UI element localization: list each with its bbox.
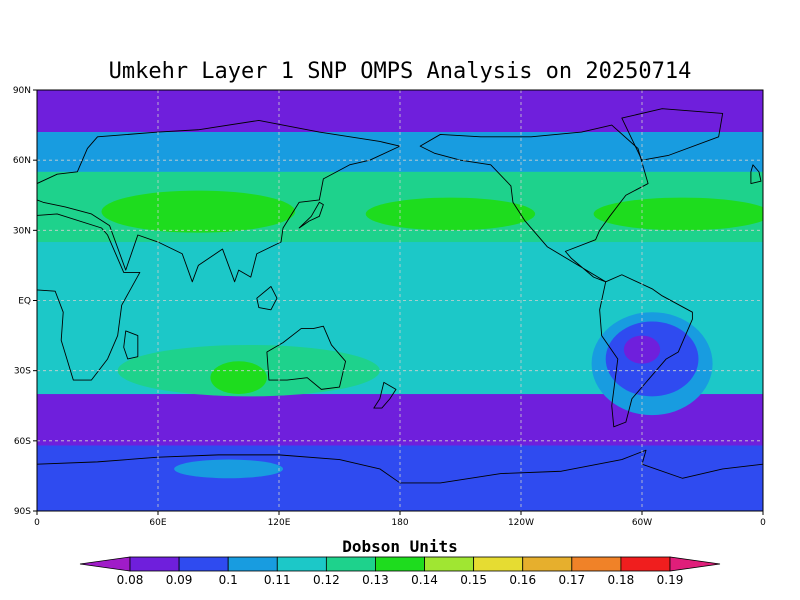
lon-tick-label: 60E xyxy=(149,518,166,528)
coastline-australia xyxy=(266,325,346,390)
colorbar-swatch xyxy=(276,556,327,572)
longitude-axis: 0 60E 120E 180 120W 60W 0 xyxy=(34,511,766,528)
colorbar-swatch xyxy=(424,556,475,572)
lon-tick-label: 120E xyxy=(268,518,291,528)
coastline-borneo xyxy=(256,286,278,311)
coastline-south-america xyxy=(599,274,693,428)
antarctica-fill xyxy=(37,445,763,511)
north-pacific-max-fill xyxy=(365,197,536,231)
coastline-eurasia xyxy=(37,119,401,283)
coastline-north-america xyxy=(419,124,649,283)
coastline-antarctica xyxy=(37,449,763,511)
lon-tick-label: 0 xyxy=(34,518,40,528)
coastline-uk xyxy=(750,164,762,185)
colorbar-swatch xyxy=(620,556,671,572)
colorbar-level-label: 0.13 xyxy=(362,573,389,587)
lat-tick-label: 30S xyxy=(14,367,31,377)
lat-tick-label: EQ xyxy=(18,297,31,307)
colorbar-level-label: 0.09 xyxy=(166,573,193,587)
colorbar-swatch xyxy=(473,556,524,572)
lon-tick-label: 120W xyxy=(508,518,534,528)
lat-tick-label: 60N xyxy=(13,156,31,166)
lon-tick-label: 0 xyxy=(760,518,766,528)
lat-tick-label: 30N xyxy=(13,226,31,236)
colorbar-swatch xyxy=(325,556,376,572)
lon-tick-label: 60W xyxy=(632,518,652,528)
colorbar-level-label: 0.12 xyxy=(313,573,340,587)
east-antarctica-pocket-fill xyxy=(174,459,284,479)
colorbar-level-label: 0.14 xyxy=(411,573,438,587)
lat-tick-label: 90S xyxy=(14,507,31,517)
lon-tick-label: 180 xyxy=(391,518,408,528)
chart-title: Umkehr Layer 1 SNP OMPS Analysis on 2025… xyxy=(109,59,692,84)
colorbar-level-label: 0.18 xyxy=(608,573,635,587)
colorbar-swatch xyxy=(178,556,229,572)
colorbar-level-label: 0.17 xyxy=(558,573,585,587)
coastline-africa xyxy=(37,213,141,381)
colorbar-level-label: 0.08 xyxy=(117,573,144,587)
colorbar-level-label: 0.15 xyxy=(460,573,487,587)
coastline-japan xyxy=(298,201,324,229)
north-atlantic-max-fill xyxy=(593,197,763,231)
colorbar-max-arrow xyxy=(669,556,721,572)
lat-lon-grid xyxy=(37,90,763,511)
lat-tick-label: 90N xyxy=(13,86,31,96)
latitude-axis: 90N 60N 30N EQ 30S 60S 90S xyxy=(13,86,37,517)
colorbar-level-label: 0.1 xyxy=(219,573,238,587)
colorbar-level-label: 0.19 xyxy=(657,573,684,587)
coastline-madagascar xyxy=(123,330,139,360)
south-indian-ocean-max-fill xyxy=(210,361,267,395)
colorbar-min-arrow xyxy=(79,556,131,572)
map-plot-area xyxy=(37,90,763,511)
colorbar-swatch xyxy=(129,556,180,572)
coastlines xyxy=(37,108,763,511)
colorbar: 0.08 0.09 0.1 0.11 0.12 0.13 0.14 0.15 0.16 0.17 0… xyxy=(79,556,721,587)
colorbar-swatch xyxy=(375,556,425,572)
colorbar-title: Dobson Units xyxy=(342,537,458,556)
lat-tick-label: 60S xyxy=(14,437,31,447)
coastline-new-zealand xyxy=(373,381,397,409)
colorbar-level-label: 0.11 xyxy=(264,573,291,587)
colorbar-swatch xyxy=(522,556,573,572)
central-asia-max-fill xyxy=(101,190,296,233)
coastline-greenland xyxy=(621,108,724,161)
colorbar-swatch xyxy=(571,556,622,572)
colorbar-swatch xyxy=(227,556,278,572)
colorbar-level-label: 0.16 xyxy=(509,573,536,587)
